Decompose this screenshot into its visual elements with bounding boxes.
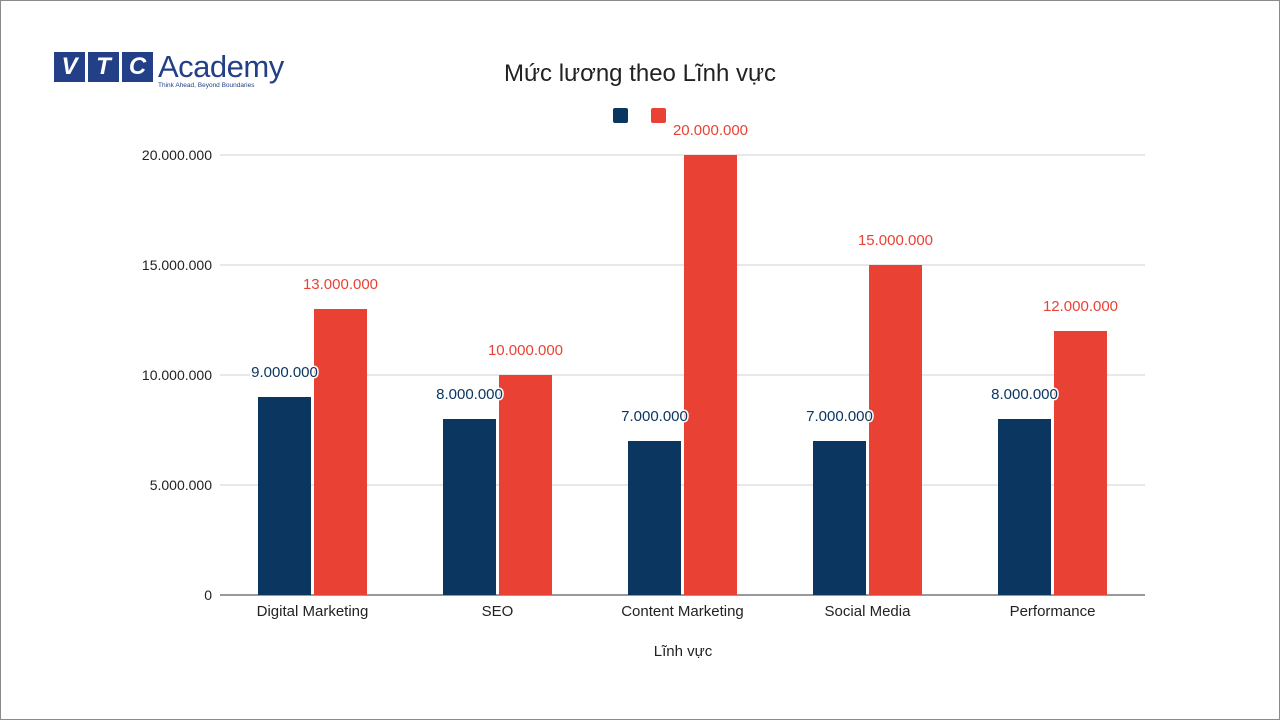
bar <box>998 419 1051 595</box>
bar <box>314 309 367 595</box>
data-label: 7.000.000 <box>621 408 688 425</box>
data-label: 12.000.000 <box>1043 298 1118 315</box>
y-tick-label: 10.000.000 <box>142 367 212 383</box>
x-tick-label: Social Media <box>825 603 912 620</box>
logo-text: Academy Think Ahead, Beyond Boundaries <box>158 49 284 90</box>
bar <box>443 419 496 595</box>
legend-swatch-series-2 <box>651 108 666 123</box>
y-tick-label: 20.000.000 <box>142 147 212 163</box>
logo-letter: T <box>88 52 119 82</box>
data-label: 8.000.000 <box>991 386 1058 403</box>
vtc-academy-logo: V T C Academy Think Ahead, Beyond Bounda… <box>54 49 284 90</box>
logo-letter: V <box>54 52 85 82</box>
x-tick-label: SEO <box>482 603 514 620</box>
legend-swatch-series-1 <box>613 108 628 123</box>
bar <box>813 441 866 595</box>
data-label: 10.000.000 <box>488 342 563 359</box>
bar <box>258 397 311 595</box>
y-tick-label: 5.000.000 <box>150 477 212 493</box>
logo-letter: C <box>122 52 153 82</box>
data-label: 20.000.000 <box>673 122 748 139</box>
y-tick-label: 0 <box>204 587 212 603</box>
data-label: 7.000.000 <box>806 408 873 425</box>
bar <box>628 441 681 595</box>
bar <box>1054 331 1107 595</box>
bar <box>869 265 922 595</box>
bar <box>684 155 737 595</box>
x-axis-label: Lĩnh vực <box>654 643 713 660</box>
data-label: 9.000.000 <box>251 364 318 381</box>
x-tick-label: Performance <box>1010 603 1096 620</box>
bar <box>499 375 552 595</box>
x-tick-label: Content Marketing <box>621 603 744 620</box>
y-tick-label: 15.000.000 <box>142 257 212 273</box>
chart-title: Mức lương theo Lĩnh vực <box>504 60 776 87</box>
logo-tagline: Think Ahead, Beyond Boundaries <box>158 82 255 89</box>
data-label: 13.000.000 <box>303 276 378 293</box>
x-tick-label: Digital Marketing <box>257 603 369 620</box>
data-label: 15.000.000 <box>858 232 933 249</box>
logo-word: Academy <box>158 49 284 84</box>
data-label: 8.000.000 <box>436 386 503 403</box>
